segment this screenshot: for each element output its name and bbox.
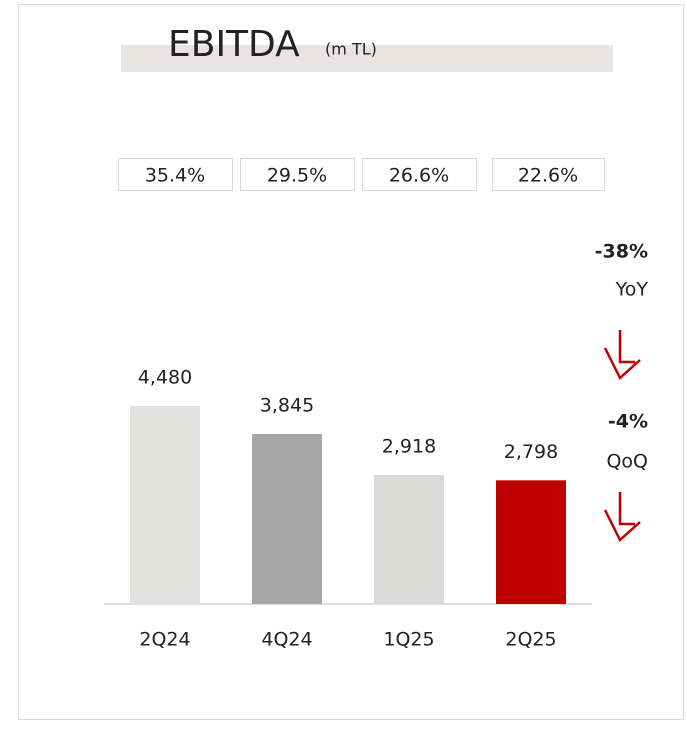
margin-box xyxy=(492,158,605,191)
change-value: -38% xyxy=(595,241,648,263)
margin-label: 35.4% xyxy=(145,165,205,187)
x-tick-label: 4Q24 xyxy=(261,629,312,651)
margin-box xyxy=(118,158,233,191)
bar xyxy=(496,480,566,604)
frame xyxy=(18,4,684,720)
bar xyxy=(374,475,444,604)
value-label: 4,480 xyxy=(138,366,192,388)
bar xyxy=(130,405,200,604)
chart-subtitle: (m TL) xyxy=(325,40,377,59)
x-tick-label: 1Q25 xyxy=(383,629,434,651)
down-arrow xyxy=(603,492,641,543)
title-band xyxy=(121,45,613,72)
bar xyxy=(252,434,322,604)
change-value: -4% xyxy=(608,411,648,433)
change-label: YoY xyxy=(615,279,649,301)
margin-box xyxy=(362,158,477,191)
chart-title: EBITDA xyxy=(168,24,300,65)
margin-label: 29.5% xyxy=(267,165,327,187)
margin-box xyxy=(240,158,355,191)
margin-label: 26.6% xyxy=(389,165,449,187)
value-label: 3,845 xyxy=(260,395,314,417)
margin-label: 22.6% xyxy=(518,165,578,187)
down-arrow xyxy=(603,330,641,381)
value-label: 2,918 xyxy=(382,436,436,458)
x-tick-label: 2Q24 xyxy=(139,629,190,651)
value-label: 2,798 xyxy=(504,441,558,463)
x-tick-label: 2Q25 xyxy=(505,629,556,651)
change-label: QoQ xyxy=(606,451,648,473)
